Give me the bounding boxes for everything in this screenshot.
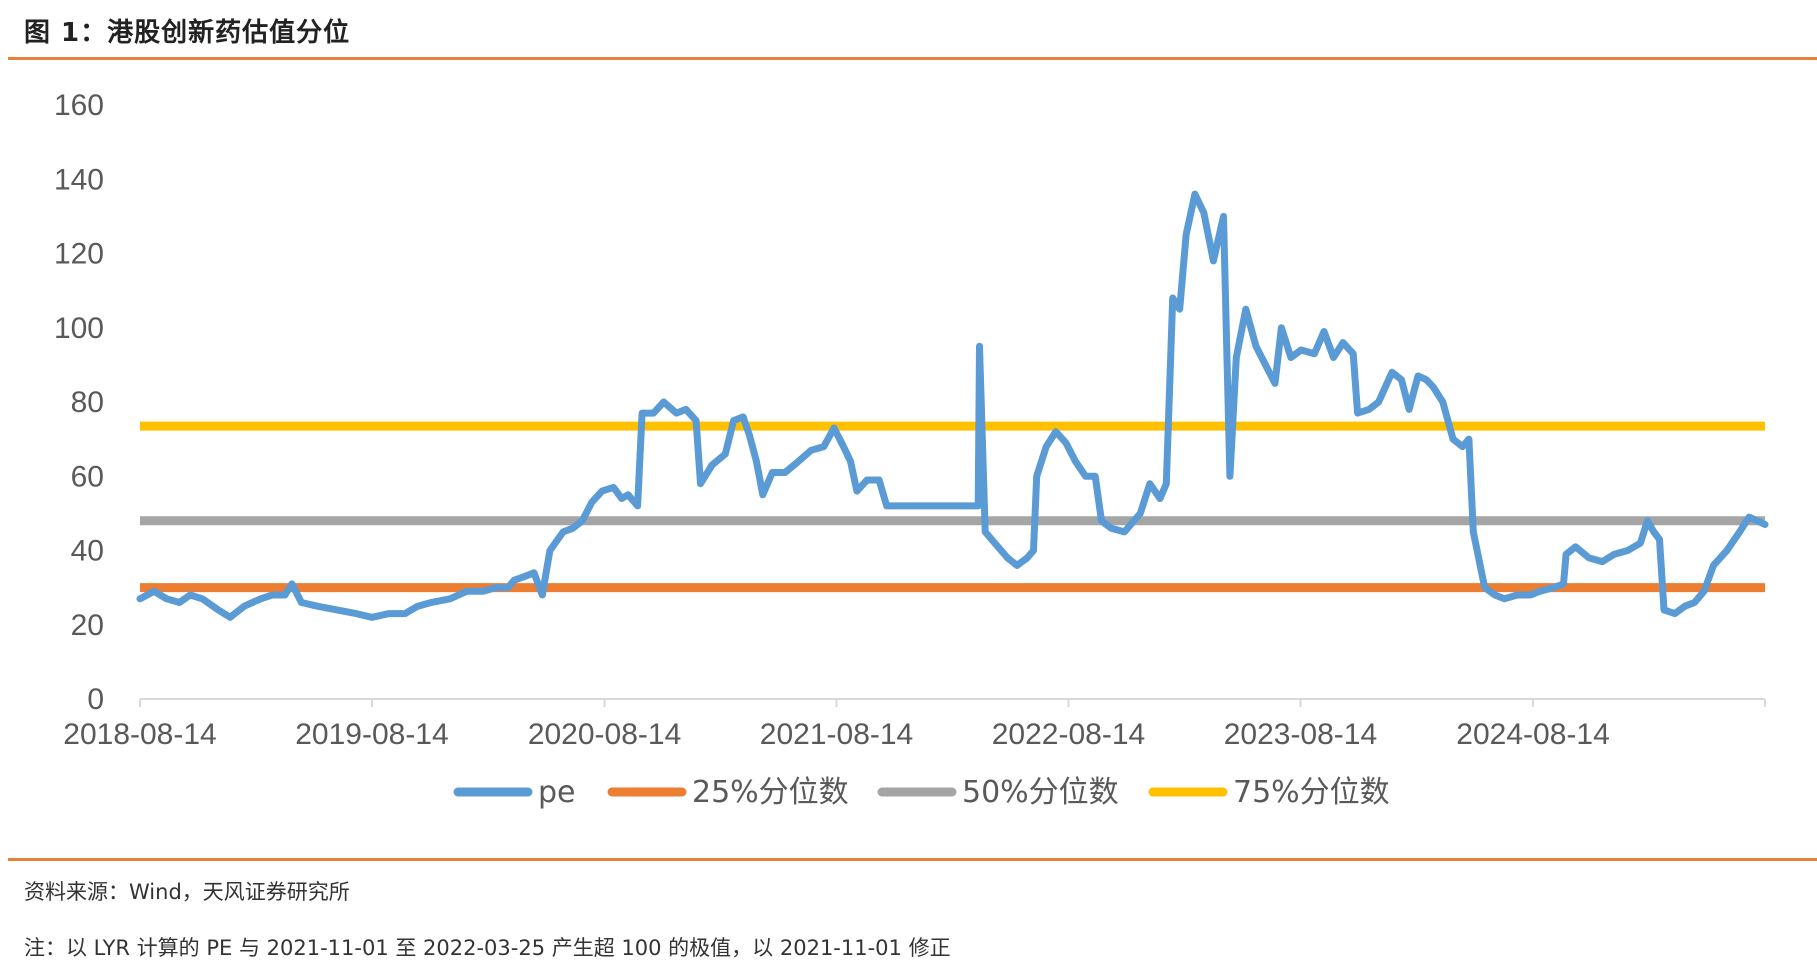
legend-label: pe (538, 775, 576, 810)
y-tick-label: 80 (71, 386, 104, 419)
legend-label: 50%分位数 (962, 775, 1119, 810)
y-tick-label: 60 (71, 460, 104, 493)
y-tick-label: 120 (54, 238, 104, 271)
axis-layer: 0 20 40 60 80 100 120 140 160 2018-08-14 2019-08-1… (54, 89, 1766, 751)
x-tick-label: 2018-08-14 (63, 718, 216, 751)
bottom-rule (8, 858, 1817, 861)
legend-label: 75%分位数 (1233, 775, 1390, 810)
series-layer (136, 190, 1769, 621)
y-tick-label: 140 (54, 163, 104, 196)
figure-title: 图 1：港股创新药估值分位 (24, 18, 351, 48)
x-tick-label: 2020-08-14 (528, 718, 681, 751)
legend-label: 25%分位数 (692, 775, 849, 810)
x-tick-label: 2022-08-14 (992, 718, 1145, 751)
pe-series-line (136, 190, 1769, 621)
y-tick-label: 100 (54, 312, 104, 345)
percentile-lines (140, 421, 1765, 593)
x-tick-label: 2024-08-14 (1456, 718, 1609, 751)
legend: pe 25%分位数 50%分位数 75%分位数 (453, 775, 1390, 810)
footnote: 注：以 LYR 计算的 PE 与 2021-11-01 至 2022-03-25… (24, 936, 951, 960)
x-tick-label: 2019-08-14 (295, 718, 448, 751)
top-rule (8, 57, 1817, 60)
x-tick-label: 2023-08-14 (1224, 718, 1377, 751)
y-tick-label: 40 (71, 535, 104, 568)
pe-percentile-chart: 0 20 40 60 80 100 120 140 160 2018-08-14 2019-08-1… (54, 89, 1769, 810)
y-tick-label: 160 (54, 89, 104, 122)
y-tick-label: 20 (71, 609, 104, 642)
x-tick-label: 2021-08-14 (760, 718, 913, 751)
source-note: 资料来源：Wind，天风证券研究所 (24, 880, 350, 904)
y-tick-label: 0 (87, 683, 104, 716)
